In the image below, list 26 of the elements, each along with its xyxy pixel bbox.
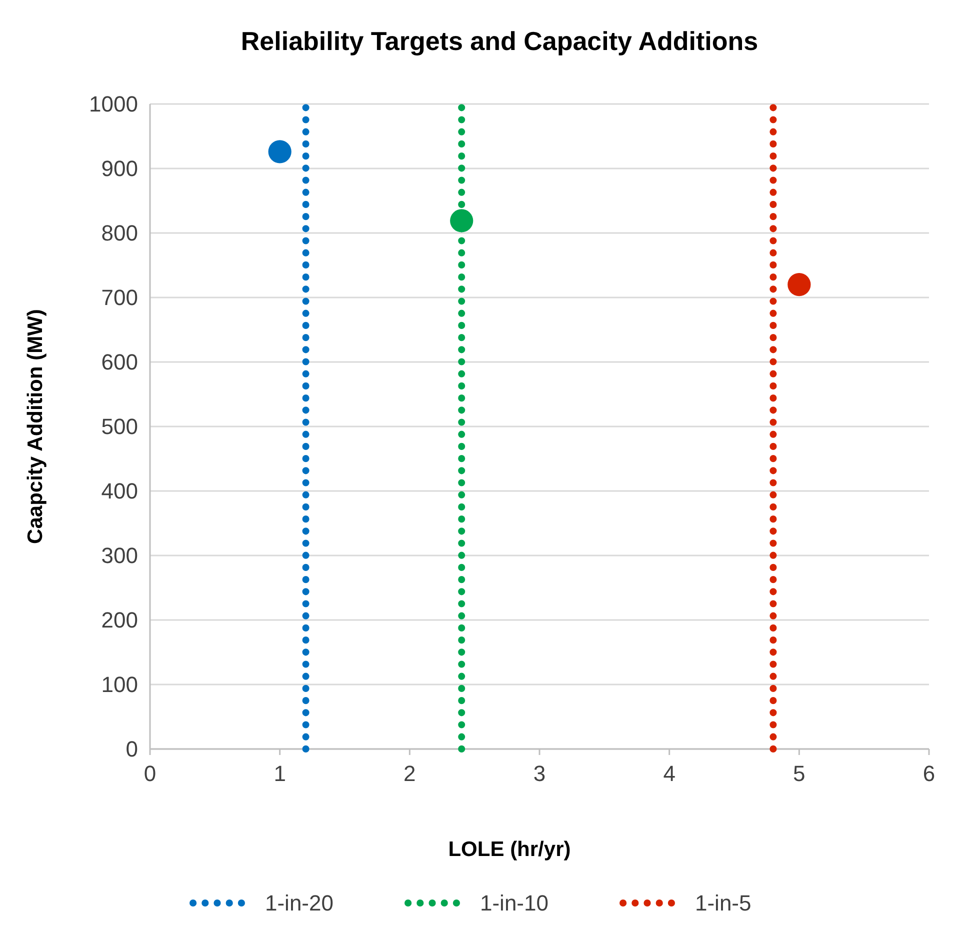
y-tick-label: 500 [101,414,138,440]
x-tick-label: 2 [404,761,416,786]
legend-label: 1-in-5 [695,890,752,916]
y-tick-label: 900 [101,156,138,182]
y-tick-label: 100 [101,672,138,698]
x-tick-label: 0 [144,761,156,786]
point [268,140,292,164]
x-tick-label: 6 [922,761,936,786]
y-tick-label: 600 [101,350,138,375]
x-tick-label: 3 [533,761,546,786]
legend-label: 1-in-10 [480,890,548,916]
y-tick-label: 0 [126,736,138,762]
y-tick-label: 1000 [89,92,138,117]
x-tick-label: 1 [274,761,286,786]
y-tick-label: 800 [101,220,138,246]
x-tick-label: 4 [663,761,676,786]
x-axis-title: LOLE (hr/yr) [448,838,571,861]
y-axis-title: Caapcity Addition (MW) [24,309,47,544]
point [788,273,811,296]
y-tick-label: 700 [101,285,138,310]
legend-label: 1-in-20 [265,890,334,916]
y-tick-label: 200 [101,608,138,633]
chart-title: Reliability Targets and Capacity Additions [240,26,758,56]
x-tick-label: 5 [793,761,806,786]
y-tick-label: 400 [101,478,138,504]
y-tick-label: 300 [101,543,138,568]
